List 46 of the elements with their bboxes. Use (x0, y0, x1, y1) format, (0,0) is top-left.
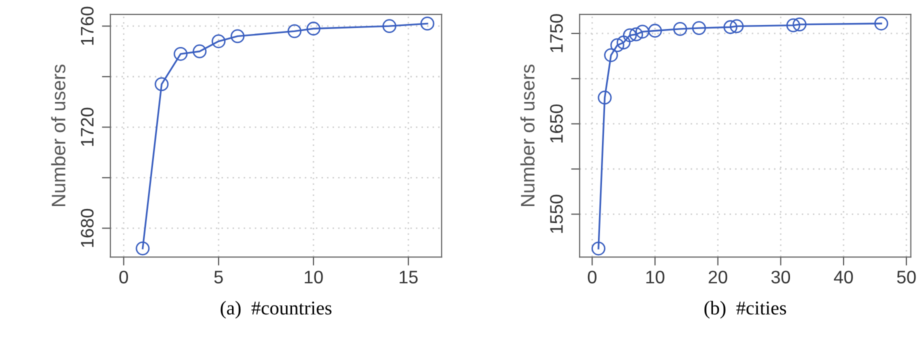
y-tick-label: 1760 (80, 6, 94, 45)
x-axis-title: (a) #countries (220, 300, 332, 319)
point (604, 48, 618, 62)
point (592, 242, 606, 256)
x-axis-title: (b) #cities (704, 300, 786, 319)
y-tick-label: 1650 (550, 104, 563, 143)
x-tick-label: 10 (304, 270, 323, 284)
x-tick-label: 0 (119, 270, 128, 284)
point (288, 24, 302, 38)
point (786, 18, 800, 32)
point (622, 28, 637, 42)
x-tick-label: 10 (646, 270, 664, 284)
point (723, 20, 738, 34)
y-tick-label: 1750 (550, 14, 563, 52)
point (382, 19, 396, 34)
point (692, 21, 706, 35)
x-tick-label: 30 (771, 270, 790, 284)
point (874, 16, 888, 30)
point (420, 16, 434, 31)
point (629, 27, 644, 42)
point (616, 36, 631, 50)
x-tick-label: 20 (708, 270, 728, 284)
point (212, 34, 226, 48)
point (648, 24, 662, 38)
point (174, 46, 188, 61)
y-axis-title: Number of users (51, 64, 66, 206)
point (673, 22, 688, 36)
x-tick-label: 15 (400, 270, 418, 284)
point (192, 44, 207, 58)
point (306, 22, 320, 36)
point (636, 24, 650, 39)
y-axis-title: Number of users (520, 64, 535, 206)
point (230, 29, 245, 44)
point (154, 77, 169, 92)
point (792, 17, 807, 32)
point (136, 241, 150, 256)
y-tick-label: 1720 (80, 108, 94, 146)
y-tick-label: 1680 (80, 208, 94, 247)
point (610, 38, 624, 52)
point (730, 19, 744, 34)
x-tick-label: 0 (588, 270, 596, 284)
y-tick-label: 1550 (550, 194, 563, 233)
x-tick-label: 50 (897, 270, 916, 284)
x-tick-label: 40 (834, 270, 853, 284)
x-tick-label: 5 (214, 270, 223, 284)
point (598, 90, 612, 105)
